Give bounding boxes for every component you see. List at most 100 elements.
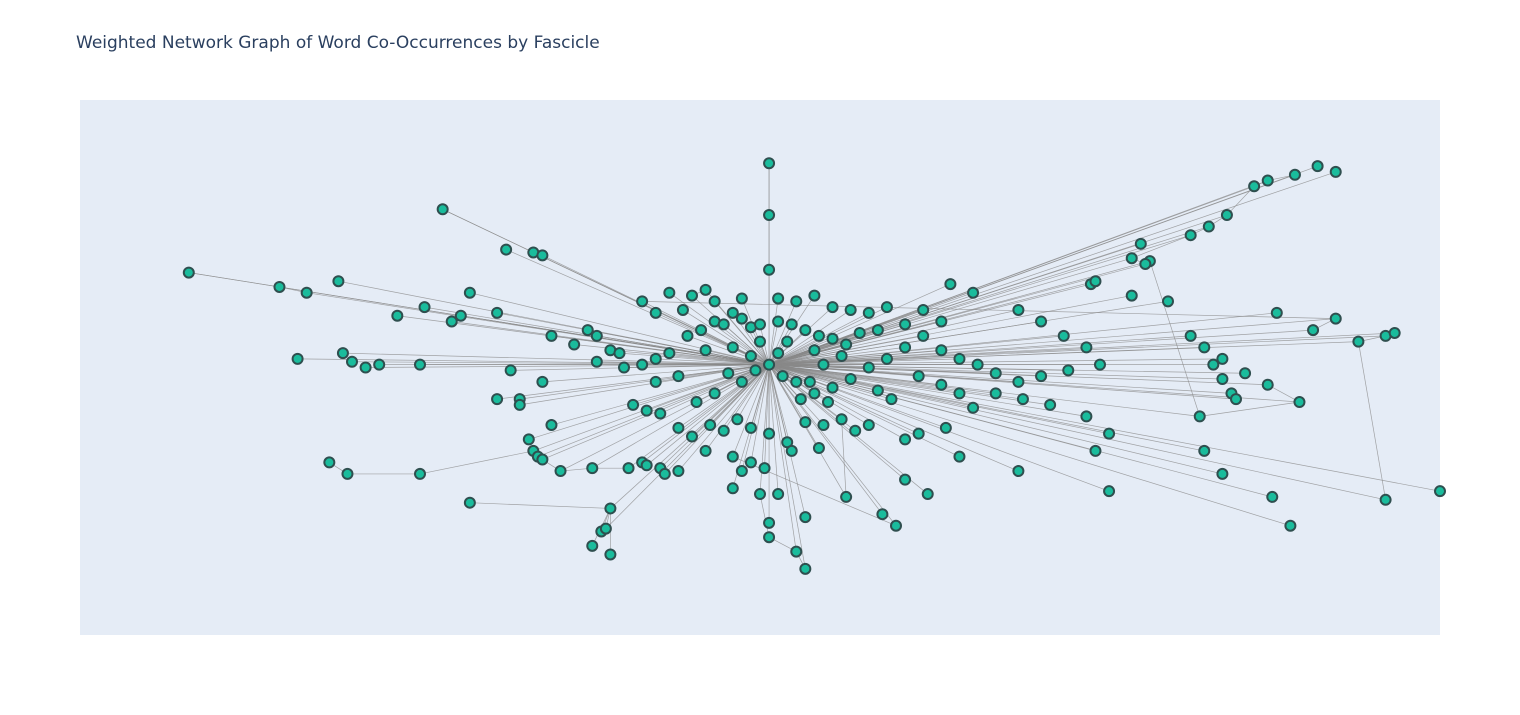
graph-node[interactable]	[1062, 364, 1075, 377]
graph-node[interactable]	[513, 398, 526, 411]
graph-node[interactable]	[899, 341, 912, 354]
graph-node[interactable]	[1080, 341, 1093, 354]
graph-node[interactable]	[1261, 174, 1274, 187]
graph-node[interactable]	[1266, 490, 1279, 503]
graph-node[interactable]	[790, 295, 803, 308]
graph-node[interactable]	[744, 456, 757, 469]
graph-node[interactable]	[799, 562, 812, 575]
graph-node[interactable]	[613, 347, 626, 360]
graph-node[interactable]	[1230, 393, 1242, 406]
graph-node[interactable]	[808, 344, 821, 357]
graph-node[interactable]	[391, 309, 404, 322]
graph-node[interactable]	[799, 324, 812, 337]
graph-node[interactable]	[1270, 306, 1283, 319]
graph-node[interactable]	[717, 318, 730, 331]
graph-node[interactable]	[849, 424, 862, 437]
graph-node[interactable]	[912, 370, 925, 383]
graph-node[interactable]	[862, 306, 875, 319]
graph-node[interactable]	[735, 292, 748, 305]
graph-node[interactable]	[654, 407, 667, 420]
graph-node[interactable]	[735, 312, 748, 325]
graph-node[interactable]	[840, 338, 853, 351]
graph-node[interactable]	[1293, 396, 1306, 409]
graph-node[interactable]	[1434, 485, 1446, 498]
graph-node[interactable]	[1103, 427, 1116, 440]
graph-node[interactable]	[336, 347, 349, 360]
graph-node[interactable]	[536, 375, 549, 388]
graph-node[interactable]	[1139, 257, 1152, 270]
graph-node[interactable]	[953, 352, 966, 365]
graph-node[interactable]	[545, 329, 558, 342]
graph-node[interactable]	[790, 375, 803, 388]
graph-node[interactable]	[912, 427, 925, 440]
graph-node[interactable]	[618, 361, 630, 374]
graph-node[interactable]	[871, 324, 884, 337]
graph-node[interactable]	[726, 482, 739, 495]
graph-node[interactable]	[763, 209, 776, 222]
graph-node[interactable]	[826, 381, 839, 394]
graph-node[interactable]	[1216, 352, 1229, 365]
graph-node[interactable]	[1311, 160, 1324, 173]
graph-node[interactable]	[1284, 519, 1297, 532]
graph-node[interactable]	[1089, 275, 1102, 288]
graph-node[interactable]	[291, 352, 304, 365]
graph-node[interactable]	[332, 275, 345, 288]
graph-node[interactable]	[967, 401, 980, 414]
graph-node[interactable]	[812, 442, 825, 455]
graph-node[interactable]	[681, 329, 694, 342]
graph-node[interactable]	[808, 387, 821, 400]
graph-node[interactable]	[1044, 398, 1057, 411]
graph-node[interactable]	[735, 465, 748, 478]
graph-node[interactable]	[1198, 341, 1211, 354]
graph-node[interactable]	[1193, 410, 1206, 423]
graph-node[interactable]	[1388, 326, 1401, 339]
graph-node[interactable]	[876, 508, 889, 521]
graph-node[interactable]	[781, 335, 794, 348]
graph-node[interactable]	[758, 462, 771, 475]
graph-node[interactable]	[554, 465, 567, 478]
graph-node[interactable]	[1207, 358, 1220, 371]
graph-node[interactable]	[1012, 375, 1025, 388]
graph-node[interactable]	[1035, 370, 1048, 383]
graph-node[interactable]	[1134, 237, 1147, 250]
graph-node[interactable]	[953, 450, 966, 463]
graph-node[interactable]	[708, 387, 721, 400]
graph-node[interactable]	[341, 467, 354, 480]
graph-node[interactable]	[522, 433, 535, 446]
graph-node[interactable]	[899, 473, 912, 486]
graph-node[interactable]	[373, 358, 386, 371]
graph-node[interactable]	[414, 358, 426, 371]
graph-node[interactable]	[676, 303, 689, 316]
graph-node[interactable]	[772, 315, 785, 328]
graph-node[interactable]	[726, 306, 739, 319]
graph-node[interactable]	[971, 358, 984, 371]
graph-node[interactable]	[622, 462, 635, 475]
graph-node[interactable]	[1125, 252, 1138, 265]
graph-node[interactable]	[536, 453, 549, 466]
graph-node[interactable]	[1202, 220, 1215, 233]
graph-node[interactable]	[799, 511, 812, 524]
graph-node[interactable]	[817, 358, 830, 371]
graph-node[interactable]	[491, 393, 504, 406]
graph-node[interactable]	[921, 488, 934, 501]
graph-node[interactable]	[785, 444, 798, 457]
graph-node[interactable]	[917, 303, 930, 316]
graph-node[interactable]	[772, 347, 785, 360]
graph-node[interactable]	[504, 364, 517, 377]
graph-node[interactable]	[686, 430, 698, 443]
graph-node[interactable]	[754, 335, 766, 348]
graph-node[interactable]	[436, 203, 449, 216]
graph-node[interactable]	[844, 303, 857, 316]
graph-node[interactable]	[835, 349, 848, 362]
graph-node[interactable]	[1103, 485, 1116, 498]
graph-node[interactable]	[545, 419, 558, 432]
graph-node[interactable]	[699, 283, 712, 296]
graph-node[interactable]	[273, 280, 286, 293]
graph-node[interactable]	[880, 352, 893, 365]
graph-node[interactable]	[772, 292, 785, 305]
graph-node[interactable]	[744, 421, 757, 434]
graph-node[interactable]	[989, 387, 1002, 400]
graph-node[interactable]	[658, 467, 671, 480]
graph-node[interactable]	[649, 352, 662, 365]
graph-node[interactable]	[695, 324, 708, 337]
